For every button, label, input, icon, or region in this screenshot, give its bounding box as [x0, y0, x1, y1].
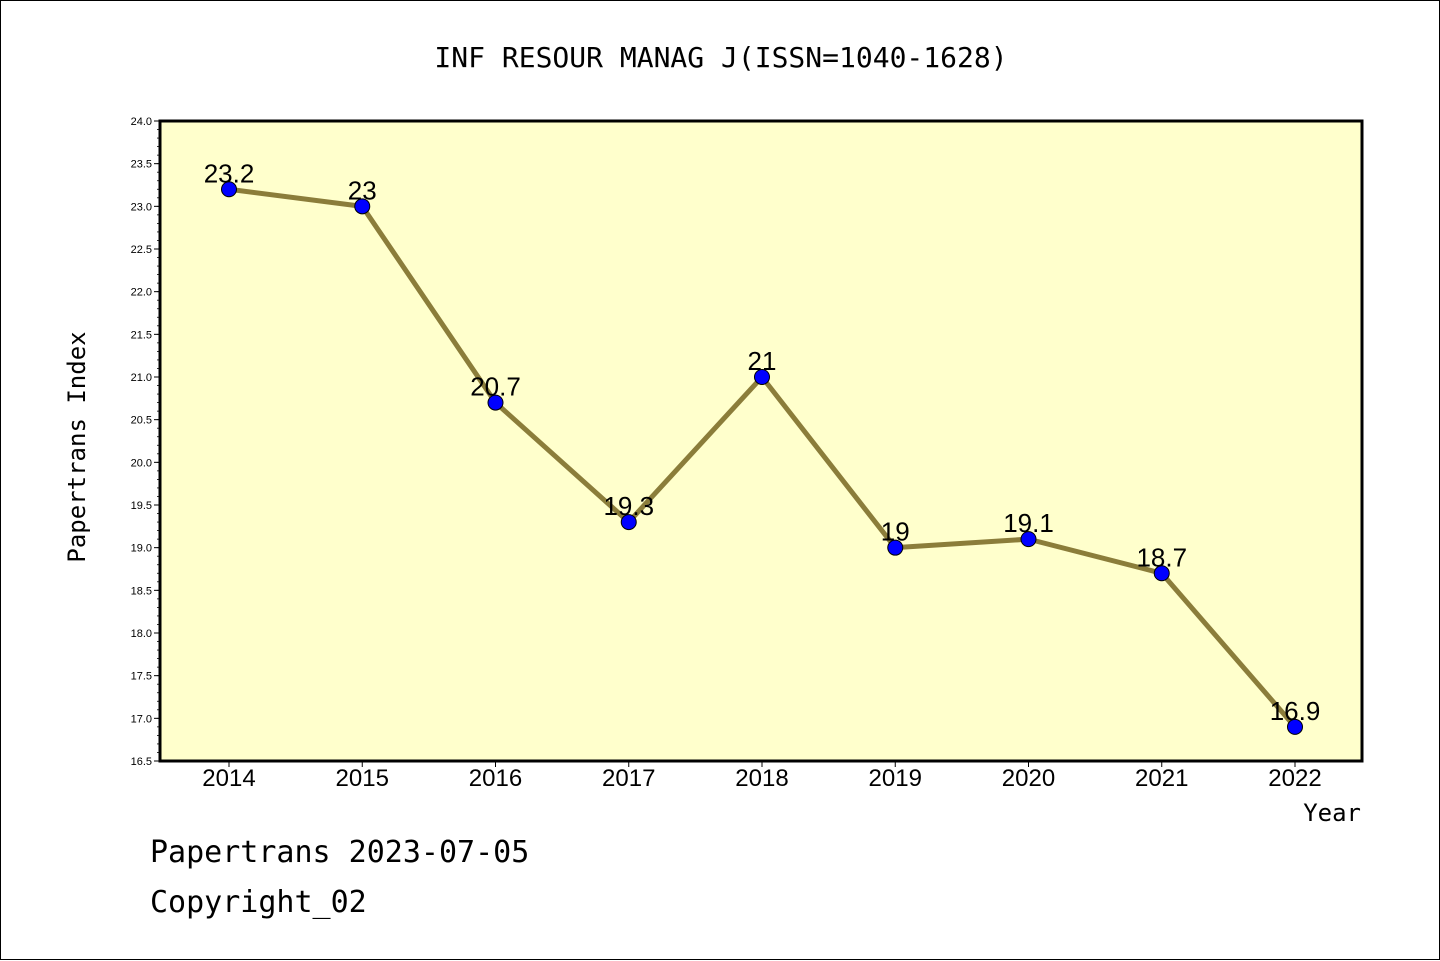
data-label: 23.2 — [204, 158, 255, 188]
data-point — [354, 198, 371, 215]
y-tick-label: 18.0 — [131, 628, 152, 640]
data-label: 19.3 — [603, 491, 654, 521]
x-tick-label: 2017 — [602, 765, 655, 792]
data-label: 21 — [748, 346, 777, 376]
y-tick-label: 22.0 — [131, 287, 152, 299]
x-axis: 2014 2015 2016 2017 2018 2019 2020 2021 2022 — [202, 761, 1322, 792]
y-tick-label: 22.5 — [131, 244, 152, 256]
footer-source: Papertrans 2023-07-05 — [150, 835, 530, 870]
data-point — [887, 539, 904, 556]
y-tick-label: 19.5 — [131, 500, 152, 512]
x-tick-label: 2020 — [1002, 765, 1055, 792]
data-point — [754, 369, 770, 385]
y-axis-label: Papertrans Index — [63, 331, 91, 562]
y-axis: 16.5 17.0 17.5 18.0 18.5 19.0 19.5 20.0 20.5 21.0… — [131, 116, 160, 768]
data-point — [1153, 565, 1170, 582]
y-tick-label: 21.0 — [131, 372, 152, 384]
x-axis-label: Year — [1303, 799, 1361, 827]
x-tick-label: 2016 — [469, 765, 522, 792]
y-tick-label: 21.5 — [131, 329, 152, 341]
y-tick-label: 19.0 — [131, 543, 152, 555]
x-tick-label: 2019 — [869, 765, 922, 792]
data-label: 19 — [881, 517, 910, 547]
x-tick-label: 2014 — [202, 765, 255, 792]
data-label: 18.7 — [1136, 542, 1187, 572]
data-point — [620, 514, 637, 531]
data-point — [221, 181, 237, 198]
data-point — [1020, 531, 1037, 548]
series-papertrans-index — [221, 181, 1303, 735]
y-tick-label: 24.0 — [131, 116, 152, 128]
data-point — [487, 394, 504, 411]
y-tick-label: 16.5 — [131, 756, 152, 768]
y-tick-label: 17.0 — [131, 713, 152, 725]
data-label: 20.7 — [470, 372, 521, 402]
x-tick-label: 2015 — [336, 765, 389, 792]
y-tick-label: 20.0 — [131, 457, 152, 469]
x-tick-label: 2018 — [735, 765, 788, 792]
footer-copyright: Copyright_02 — [150, 885, 367, 920]
y-tick-label: 18.5 — [131, 585, 152, 597]
plot-area — [160, 121, 1362, 761]
data-point — [1287, 718, 1303, 735]
y-tick-label: 23.5 — [131, 159, 152, 171]
data-labels: 23.2 23 20.7 19.3 21 19 19.1 18.7 16.9 — [204, 158, 1321, 726]
y-tick-label: 23.0 — [131, 201, 152, 213]
x-tick-label: 2021 — [1135, 765, 1188, 792]
data-label: 19.1 — [1003, 508, 1054, 538]
chart-title: INF RESOUR MANAG J(ISSN=1040-1628) — [434, 41, 1007, 74]
y-tick-label: 17.5 — [131, 671, 152, 683]
plot-frame — [158, 119, 1364, 763]
y-tick-label: 20.5 — [131, 415, 152, 427]
data-label: 16.9 — [1270, 696, 1321, 726]
data-label: 23 — [348, 175, 377, 205]
x-tick-label: 2022 — [1268, 765, 1321, 792]
